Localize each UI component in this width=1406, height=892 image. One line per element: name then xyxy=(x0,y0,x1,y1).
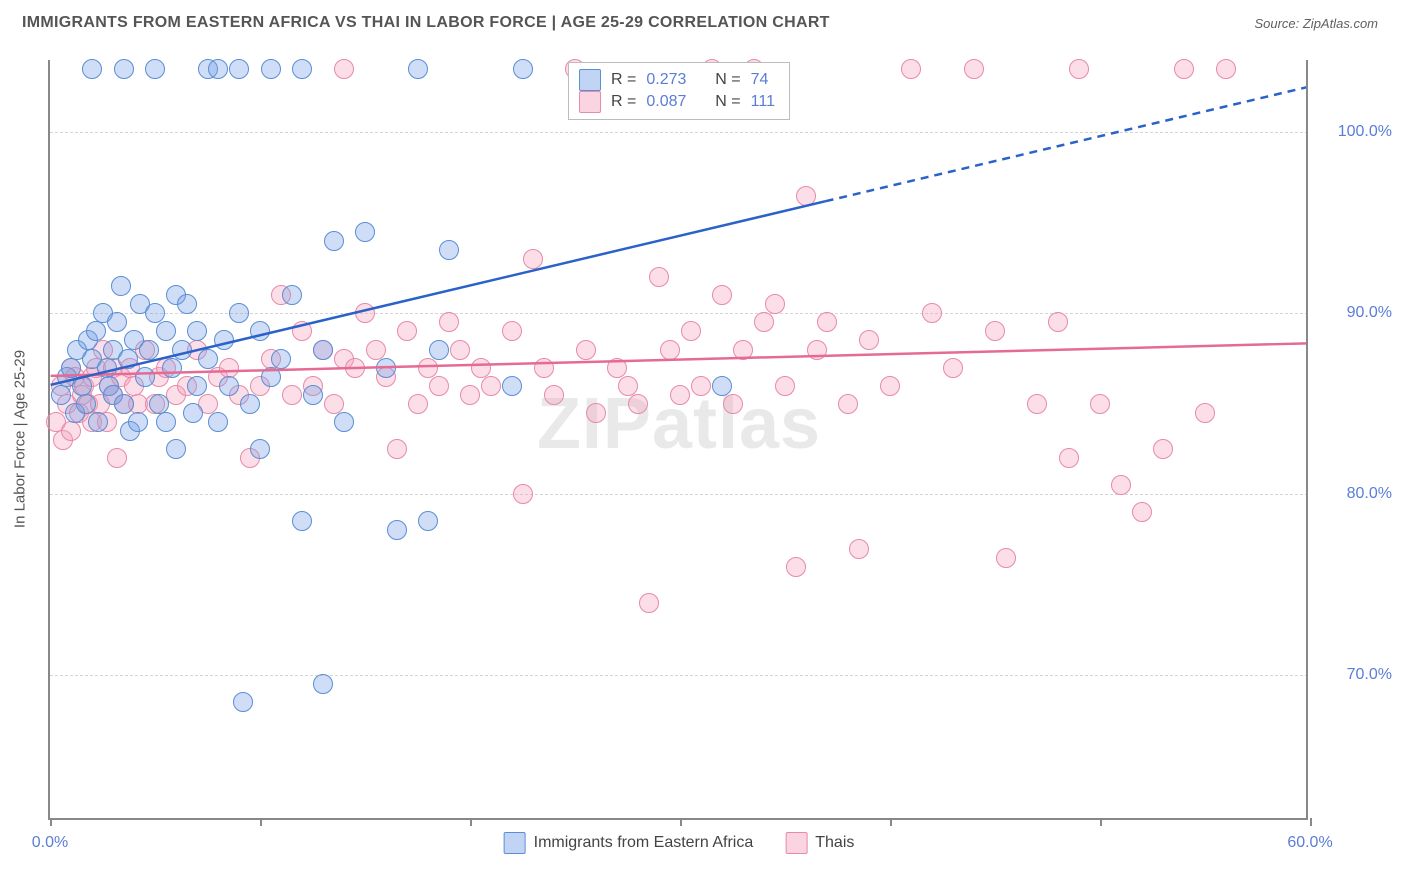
x-tick xyxy=(680,818,682,826)
legend-row-pink: R = 0.087 N = 111 xyxy=(579,91,775,113)
x-tick xyxy=(1100,818,1102,826)
r-label: R = xyxy=(611,93,636,111)
plot-area: In Labor Force | Age 25-29 ZIPatlas 70.0… xyxy=(48,60,1308,820)
legend-item-blue: Immigrants from Eastern Africa xyxy=(504,832,754,854)
legend-label-pink: Thais xyxy=(815,834,854,852)
chart-title: IMMIGRANTS FROM EASTERN AFRICA VS THAI I… xyxy=(22,14,830,32)
y-axis-label: In Labor Force | Age 25-29 xyxy=(12,350,29,528)
swatch-blue-icon xyxy=(579,69,601,91)
y-tick-label: 100.0% xyxy=(1338,123,1392,141)
n-label: N = xyxy=(715,93,740,111)
x-tick xyxy=(890,818,892,826)
trend-line xyxy=(51,201,826,385)
trend-line xyxy=(826,87,1308,201)
y-tick-label: 90.0% xyxy=(1347,304,1392,322)
legend-item-pink: Thais xyxy=(785,832,854,854)
x-tick xyxy=(1310,818,1312,826)
trend-lines xyxy=(50,60,1308,818)
swatch-blue-icon xyxy=(504,832,526,854)
y-tick-label: 80.0% xyxy=(1347,485,1392,503)
r-value-blue: 0.273 xyxy=(646,71,686,89)
x-tick-label: 0.0% xyxy=(32,834,68,852)
x-tick xyxy=(470,818,472,826)
x-tick xyxy=(50,818,52,826)
n-value-blue: 74 xyxy=(751,71,769,89)
source-attrib: Source: ZipAtlas.com xyxy=(1254,16,1378,31)
swatch-pink-icon xyxy=(579,91,601,113)
n-label: N = xyxy=(715,71,740,89)
n-value-pink: 111 xyxy=(751,93,775,111)
x-tick-label: 60.0% xyxy=(1287,834,1332,852)
trend-line xyxy=(51,343,1308,375)
legend-correlation: R = 0.273 N = 74 R = 0.087 N = 111 xyxy=(568,62,790,120)
swatch-pink-icon xyxy=(785,832,807,854)
legend-row-blue: R = 0.273 N = 74 xyxy=(579,69,775,91)
legend-label-blue: Immigrants from Eastern Africa xyxy=(534,834,754,852)
legend-series: Immigrants from Eastern Africa Thais xyxy=(504,832,855,854)
r-label: R = xyxy=(611,71,636,89)
r-value-pink: 0.087 xyxy=(646,93,686,111)
y-tick-label: 70.0% xyxy=(1347,666,1392,684)
x-tick xyxy=(260,818,262,826)
